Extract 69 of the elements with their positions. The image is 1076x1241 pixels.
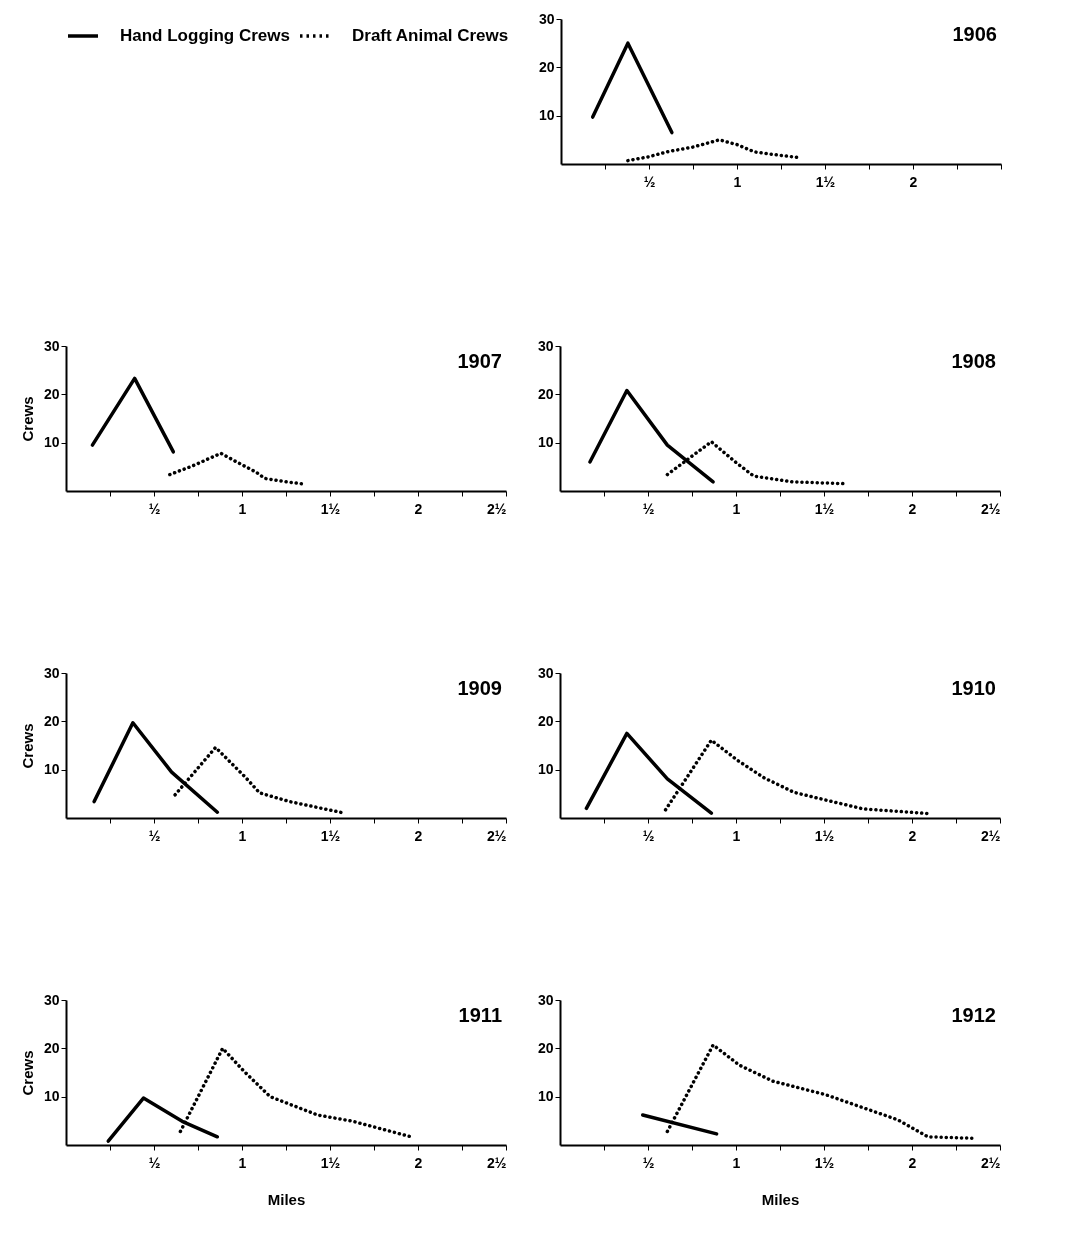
y-tick-label: 10	[43, 434, 60, 451]
x-tick-label: 1½	[814, 1154, 835, 1171]
chart-title: 1909	[457, 677, 502, 699]
x-tick-label: 1	[732, 500, 741, 517]
y-axis-title: Crews	[18, 723, 36, 769]
y-tick-label: 10	[538, 107, 555, 124]
chart-title: 1906	[952, 23, 997, 45]
legend-label: Draft Animal Crews	[352, 26, 509, 45]
y-tick-label: 10	[43, 761, 60, 778]
y-tick-label: 20	[537, 1039, 554, 1056]
y-tick-label: 30	[537, 991, 554, 1008]
y-tick-label: 20	[43, 712, 60, 729]
x-tick-label: 2½	[981, 1154, 1001, 1171]
x-tick-label: 1½	[320, 500, 341, 517]
x-tick-label: 2	[414, 500, 423, 517]
y-tick-label: 30	[43, 337, 60, 354]
chart-title: 1912	[951, 1004, 996, 1026]
x-tick-label: 1½	[814, 500, 835, 517]
chart-title: 1910	[951, 677, 996, 699]
chart-title: 1908	[951, 350, 996, 372]
x-tick-label: 2	[414, 1154, 423, 1171]
y-tick-label: 20	[43, 385, 60, 402]
x-tick-label: 2	[909, 173, 918, 190]
x-tick-label: 1	[238, 827, 247, 844]
x-tick-label: 2	[414, 827, 423, 844]
x-tick-label: 2½	[487, 1154, 507, 1171]
x-tick-label: 2	[908, 1154, 917, 1171]
x-tick-label: 2	[908, 827, 917, 844]
x-tick-label: 1	[733, 173, 742, 190]
x-tick-label: 1	[732, 1154, 741, 1171]
x-tick-label: 2	[908, 500, 917, 517]
chart-title: 1907	[457, 350, 502, 372]
x-tick-label: ½	[148, 500, 161, 517]
x-tick-label: 1½	[814, 827, 835, 844]
y-tick-label: 10	[43, 1088, 60, 1105]
x-tick-label: ½	[642, 827, 655, 844]
y-tick-label: 30	[537, 664, 554, 681]
y-tick-label: 10	[537, 434, 554, 451]
y-axis-title: Crews	[18, 396, 36, 442]
x-tick-label: 1	[238, 500, 247, 517]
x-tick-label: 1	[732, 827, 741, 844]
x-tick-label: 1½	[320, 1154, 341, 1171]
y-tick-label: 10	[537, 761, 554, 778]
x-tick-label: 2½	[981, 827, 1001, 844]
y-tick-label: 20	[537, 385, 554, 402]
y-tick-label: 20	[43, 1039, 60, 1056]
chart-title: 1911	[458, 1004, 502, 1026]
x-tick-label: ½	[148, 1154, 161, 1171]
x-tick-label: 2½	[487, 500, 507, 517]
x-tick-label: ½	[643, 173, 656, 190]
y-axis-title: Crews	[18, 1050, 36, 1096]
y-tick-label: 20	[537, 712, 554, 729]
x-axis-title: Miles	[267, 1190, 306, 1208]
y-tick-label: 20	[538, 58, 555, 75]
x-tick-label: 2½	[981, 500, 1001, 517]
y-tick-label: 10	[537, 1088, 554, 1105]
y-tick-label: 30	[537, 337, 554, 354]
x-tick-label: ½	[642, 1154, 655, 1171]
x-tick-label: ½	[148, 827, 161, 844]
legend-label: Hand Logging Crews	[120, 26, 290, 45]
x-tick-label: 1½	[320, 827, 341, 844]
x-tick-label: 1½	[815, 173, 836, 190]
x-tick-label: ½	[642, 500, 655, 517]
x-tick-label: 2½	[487, 827, 507, 844]
y-tick-label: 30	[538, 10, 555, 27]
x-tick-label: 1	[238, 1154, 247, 1171]
y-tick-label: 30	[43, 991, 60, 1008]
y-tick-label: 30	[43, 664, 60, 681]
x-axis-title: Miles	[761, 1190, 800, 1208]
